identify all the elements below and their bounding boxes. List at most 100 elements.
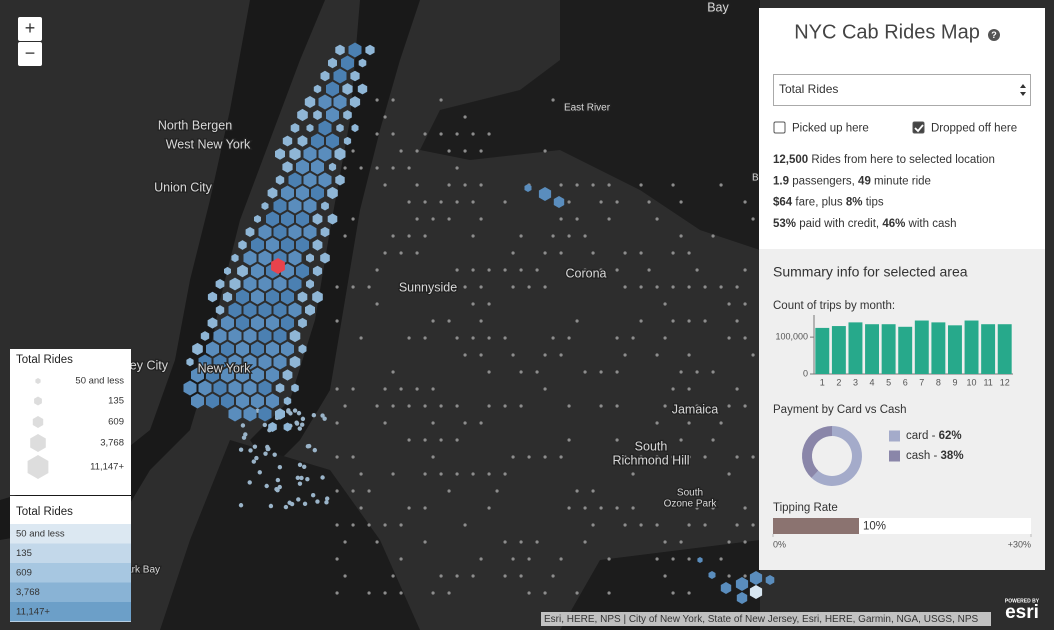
bar (931, 322, 946, 374)
map-dot (391, 370, 395, 374)
map-dot (359, 336, 363, 340)
map-dot (391, 472, 395, 476)
map-dot (292, 408, 298, 413)
panel-title: NYC Cab Rides Map (794, 21, 980, 43)
map-dot (543, 285, 547, 289)
legend-label: 135 (108, 396, 124, 407)
map-dot (727, 336, 731, 340)
hex-bin (243, 302, 257, 318)
map-dot (391, 404, 395, 408)
pie-slice (811, 426, 862, 486)
zoom-out-button[interactable] (18, 42, 42, 66)
map-dot (687, 251, 691, 255)
map-dot (263, 451, 268, 456)
map-label: Richmond Hill (612, 453, 689, 467)
map-dot (543, 251, 547, 255)
attribution: Esri, HERE, NPS | City of New York, Stat… (541, 598, 1040, 626)
legend-symbol (30, 434, 46, 452)
map-dot (383, 115, 387, 119)
map-dot (623, 353, 627, 357)
value-label: 38% (941, 450, 964, 462)
hex-bin (708, 571, 716, 579)
map-dot (407, 166, 411, 170)
map-dot (383, 387, 387, 391)
x-tick-label: 9 (952, 377, 957, 387)
hex-bin (342, 83, 353, 95)
checkbox-label: Dropped off here (931, 123, 1017, 135)
hex-bin (236, 289, 249, 305)
hex-bin (237, 264, 248, 278)
map-dot (439, 574, 443, 578)
hex-bin (213, 354, 227, 370)
checkbox[interactable] (773, 121, 786, 134)
hex-bin (326, 133, 339, 149)
map-dot (391, 234, 395, 238)
map-dot (567, 506, 571, 510)
legend-sep: - (930, 450, 940, 462)
stat-text: Rides from here to selected location (808, 154, 995, 166)
hex-bin (258, 224, 272, 240)
map-dot (479, 183, 483, 187)
map-dot (275, 477, 281, 483)
legend-label: 135 (16, 548, 32, 559)
map-dot (599, 200, 603, 204)
map-dot (615, 506, 619, 510)
hex-bin (336, 123, 344, 133)
legend-label: 50 and less (75, 376, 124, 387)
map-dot (671, 251, 675, 255)
hex-bin (215, 279, 225, 289)
help-icon[interactable] (988, 29, 1000, 41)
map-dot (431, 421, 435, 425)
hex-bin (243, 354, 257, 370)
attribution-text: Esri, HERE, NPS | City of New York, Stat… (544, 614, 979, 625)
hex-bin (200, 331, 210, 341)
map-dot (503, 336, 507, 340)
hex-bin (258, 250, 272, 266)
map-dot (703, 285, 707, 289)
checkbox[interactable] (912, 121, 925, 134)
map-dot (264, 483, 269, 489)
map-dot (351, 489, 355, 493)
stat-value: 1.9 (773, 175, 789, 187)
map-dot (296, 497, 301, 502)
map-dot (415, 251, 419, 255)
zoom-in-button[interactable] (18, 17, 42, 41)
map-dot (351, 149, 355, 153)
hex-bin (251, 315, 264, 331)
map-dot (343, 540, 347, 544)
map-label: Union City (154, 180, 212, 194)
hex-bin (349, 96, 361, 108)
hex-bin (343, 136, 352, 146)
map-dot (351, 387, 355, 391)
hex-bin (258, 302, 272, 318)
map-dot (743, 540, 747, 544)
hex-bin (222, 291, 233, 303)
map-dot (240, 423, 246, 428)
hex-bin (365, 44, 375, 56)
map-dot (471, 302, 475, 306)
info-panel: NYC Cab Rides Map ? Total Rides Summary … (759, 8, 1045, 570)
map-dot (583, 268, 587, 272)
map-dot (607, 183, 611, 187)
hex-bin (215, 305, 225, 315)
select-box[interactable] (773, 74, 1031, 106)
map-dot (415, 387, 419, 391)
stat-text: with cash (905, 218, 956, 230)
map-dot (727, 574, 731, 578)
map-dot (631, 506, 635, 510)
map-dot (447, 591, 451, 595)
map-dot (471, 574, 475, 578)
hex-bin (311, 133, 324, 149)
legend: Total Rides Total Rides 50 and less 135 60… (10, 349, 131, 622)
map-dot (615, 438, 619, 442)
map-dot (335, 421, 339, 425)
map-dot (375, 302, 379, 306)
hex-bin (305, 304, 315, 316)
map-label: South (677, 488, 703, 499)
hex-bin (192, 342, 203, 356)
hex-bin (304, 96, 316, 108)
hex-bin (206, 367, 219, 383)
map-label: Ozone Park (664, 499, 718, 510)
panel-top (759, 8, 1045, 249)
hex-bin (296, 263, 309, 279)
